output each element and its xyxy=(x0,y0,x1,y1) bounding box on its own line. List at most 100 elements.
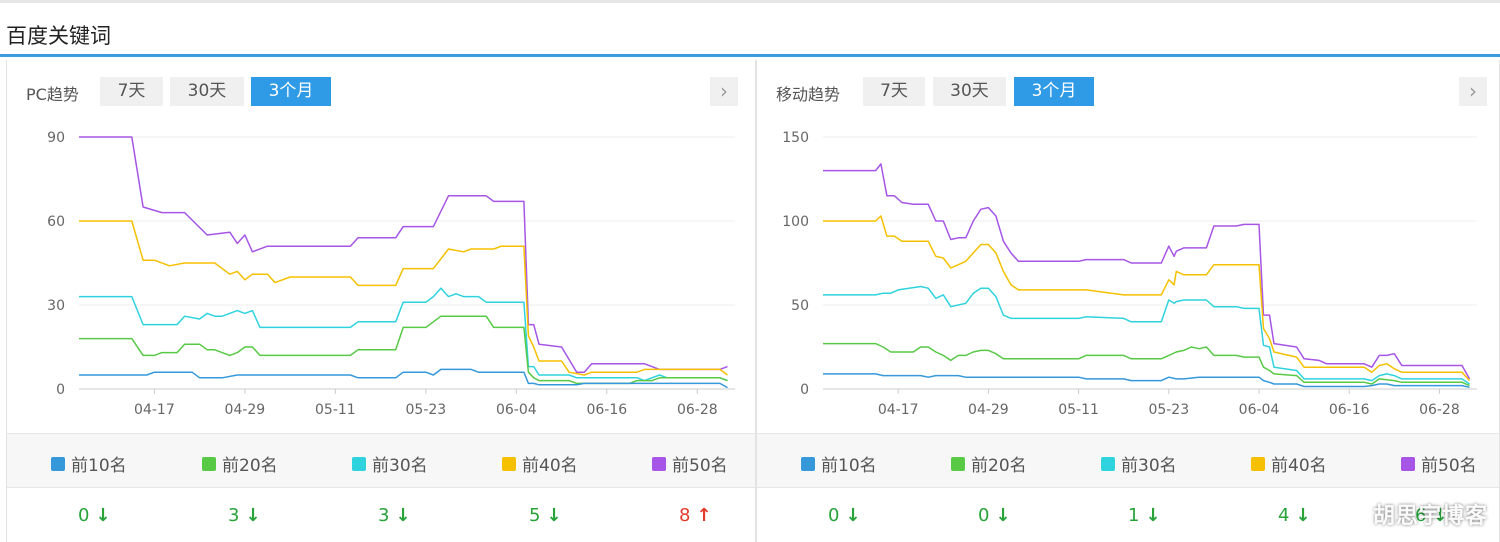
arrow-down-icon: ↓ xyxy=(395,505,411,526)
x-tick-label: 06-28 xyxy=(677,402,718,418)
y-tick-label: 0 xyxy=(800,382,809,398)
pc-legend-top40[interactable]: 前40名 xyxy=(502,451,578,476)
pc-count-top10: 0 ↓ xyxy=(78,505,111,526)
arrow-down-icon: ↓ xyxy=(1295,505,1311,526)
legend-label: 前10名 xyxy=(71,456,127,476)
y-tick-label: 30 xyxy=(47,298,65,314)
mobile-period-7d-button[interactable]: 7天 xyxy=(863,77,925,106)
mobile-counts: 0 ↓ 0 ↓ 1 ↓ 4 ↓ 6 ↓ xyxy=(757,488,1499,542)
mobile-legend-top50[interactable]: 前50名 xyxy=(1401,451,1477,476)
arrow-down-icon: ↓ xyxy=(1145,505,1161,526)
y-tick-label: 60 xyxy=(47,214,65,230)
mobile-period-30d-button[interactable]: 30天 xyxy=(933,77,1006,106)
arrow-down-icon: ↓ xyxy=(995,505,1011,526)
y-tick-label: 0 xyxy=(56,382,65,398)
mobile-legend-top20[interactable]: 前20名 xyxy=(951,451,1027,476)
x-tick-label: 06-04 xyxy=(496,402,537,418)
count-value: 0 xyxy=(978,505,990,526)
pc-next-button[interactable]: › xyxy=(710,77,738,106)
pc-period-3m-button[interactable]: 3个月 xyxy=(251,77,331,106)
count-value: 0 xyxy=(828,505,840,526)
mobile-legend-top40[interactable]: 前40名 xyxy=(1251,451,1327,476)
pc-legend: 前10名 前20名 前30名 前40名 前50名 xyxy=(7,433,755,488)
swatch-top40 xyxy=(502,456,516,471)
pc-count-top40: 5 ↓ xyxy=(529,505,562,526)
mobile-trend-chart: 0 50 100 150 04-17 04-29 05-11 05-23 06-04 06-16 0… xyxy=(782,130,1477,418)
legend-label: 前10名 xyxy=(821,456,877,476)
swatch-top50 xyxy=(652,456,666,471)
x-tick-label: 05-11 xyxy=(1058,402,1099,418)
series-line xyxy=(79,315,728,385)
count-value: 5 xyxy=(529,505,541,526)
mobile-count-top40: 4 ↓ xyxy=(1278,505,1311,526)
pc-legend-top50[interactable]: 前50名 xyxy=(652,451,728,476)
pc-period-7d-button[interactable]: 7天 xyxy=(100,77,163,106)
legend-label: 前30名 xyxy=(1121,456,1177,476)
pc-period-30d-button[interactable]: 30天 xyxy=(170,77,244,106)
mobile-legend-top30[interactable]: 前30名 xyxy=(1101,451,1177,476)
mobile-period-3m-button[interactable]: 3个月 xyxy=(1014,77,1094,106)
legend-label: 前20名 xyxy=(222,456,278,476)
chevron-right-icon: › xyxy=(720,79,728,103)
arrow-down-icon: ↓ xyxy=(245,505,261,526)
swatch-top30 xyxy=(352,456,366,471)
swatch-top20 xyxy=(202,456,216,471)
count-value: 1 xyxy=(1128,505,1140,526)
mobile-trend-label: 移动趋势 xyxy=(776,85,841,104)
legend-label: 前40名 xyxy=(522,456,578,476)
series-line xyxy=(79,136,728,373)
pc-counts: 0 ↓ 3 ↓ 3 ↓ 5 ↓ 8 ↑ xyxy=(7,488,755,542)
count-value: 3 xyxy=(228,505,240,526)
swatch-top10 xyxy=(51,456,65,471)
x-tick-label: 06-16 xyxy=(1329,402,1370,418)
series-line xyxy=(823,373,1470,389)
series-line xyxy=(823,342,1470,387)
chevron-right-icon: › xyxy=(1469,79,1477,103)
legend-label: 前50名 xyxy=(672,456,728,476)
swatch-top50 xyxy=(1401,456,1415,471)
mobile-trend-toolbar: 移动趋势 7天 30天 3个月 › xyxy=(757,75,1499,107)
pc-trend-toolbar: PC趋势 7天 30天 3个月 › xyxy=(7,75,755,107)
pc-count-top20: 3 ↓ xyxy=(228,505,261,526)
y-tick-label: 50 xyxy=(791,298,809,314)
count-value: 0 xyxy=(78,505,90,526)
swatch-top40 xyxy=(1251,456,1265,471)
series-line xyxy=(79,220,728,376)
legend-label: 前20名 xyxy=(971,456,1027,476)
swatch-top30 xyxy=(1101,456,1115,471)
mobile-next-button[interactable]: › xyxy=(1459,77,1487,106)
arrow-down-icon: ↓ xyxy=(845,505,861,526)
count-value: 3 xyxy=(378,505,390,526)
pc-legend-top10[interactable]: 前10名 xyxy=(51,451,127,476)
arrow-down-icon: ↓ xyxy=(546,505,562,526)
x-tick-label: 04-17 xyxy=(878,402,919,418)
y-tick-label: 150 xyxy=(782,130,809,146)
pc-legend-top20[interactable]: 前20名 xyxy=(202,451,278,476)
count-value: 4 xyxy=(1278,505,1290,526)
series-line xyxy=(823,163,1471,380)
x-tick-label: 06-04 xyxy=(1239,402,1280,418)
page-header: 百度关键词 xyxy=(0,3,1500,57)
legend-label: 前50名 xyxy=(1421,456,1477,476)
x-tick-label: 06-28 xyxy=(1419,402,1460,418)
mobile-trend-panel: 移动趋势 7天 30天 3个月 › 0 50 100 150 04-17 04-29 05-… xyxy=(756,60,1500,542)
mobile-count-top50: 6 ↓ xyxy=(1415,505,1448,526)
x-tick-label: 05-23 xyxy=(1148,402,1189,418)
y-tick-label: 100 xyxy=(782,214,809,230)
pc-legend-top30[interactable]: 前30名 xyxy=(352,451,428,476)
series-line xyxy=(823,285,1470,385)
x-tick-label: 04-29 xyxy=(225,402,266,418)
series-line xyxy=(79,368,728,389)
x-tick-label: 06-16 xyxy=(586,402,627,418)
mobile-count-top10: 0 ↓ xyxy=(828,505,861,526)
x-tick-label: 05-11 xyxy=(315,402,356,418)
count-value: 6 xyxy=(1415,505,1427,526)
arrow-down-icon: ↓ xyxy=(95,505,111,526)
pc-count-top30: 3 ↓ xyxy=(378,505,411,526)
count-value: 8 xyxy=(679,505,691,526)
mobile-legend-top10[interactable]: 前10名 xyxy=(801,451,877,476)
series-line xyxy=(79,287,728,382)
mobile-legend: 前10名 前20名 前30名 前40名 前50名 xyxy=(757,433,1499,488)
x-tick-label: 04-29 xyxy=(968,402,1009,418)
pc-trend-panel: PC趋势 7天 30天 3个月 › 0 30 60 90 04-17 04-29 05-11… xyxy=(6,60,756,542)
